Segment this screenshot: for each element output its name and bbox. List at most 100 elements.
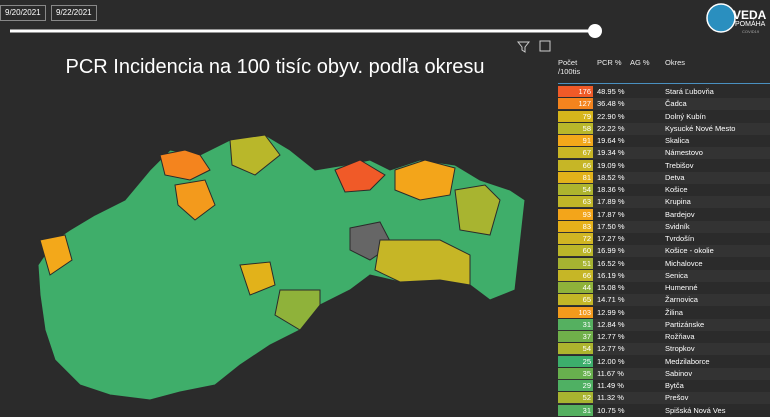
count-cell: 54 xyxy=(558,184,593,195)
table-row[interactable]: 66 16.19 % Senica xyxy=(558,269,770,282)
table-row[interactable]: 37 12.77 % Rožňava xyxy=(558,331,770,343)
table-row[interactable]: 35 11.67 % Sabinov xyxy=(558,367,770,380)
pcr-cell: 17.87 % xyxy=(597,209,625,219)
district-cell: Humenné xyxy=(665,283,698,292)
table-row[interactable]: 54 18.36 % Košice xyxy=(558,184,770,196)
column-header[interactable]: AG % xyxy=(630,58,650,67)
district-bardejov[interactable] xyxy=(394,159,456,201)
table-row[interactable]: 44 15.08 % Humenné xyxy=(558,282,770,294)
district-cell: Čadca xyxy=(665,99,687,109)
pcr-cell: 12.00 % xyxy=(597,356,625,366)
count-cell: 79 xyxy=(558,110,593,122)
table-row[interactable]: 58 22.22 % Kysucké Nové Mesto xyxy=(558,122,770,135)
district-cell: Svidník xyxy=(665,221,690,231)
table-row[interactable]: 60 16.99 % Košice - okolie xyxy=(558,245,770,258)
count-cell: 54 xyxy=(558,343,593,355)
table-row[interactable]: 25 12.00 % Medzilaborce xyxy=(558,355,770,368)
district-cell: Košice - okolie xyxy=(665,246,714,256)
district-zilina[interactable] xyxy=(174,179,216,221)
district-cell: Skalica xyxy=(665,136,690,145)
count-cell: 37 xyxy=(558,331,593,342)
filter-icon[interactable] xyxy=(516,41,531,53)
table-row[interactable]: 176 48.95 % Stará Ľubovňa xyxy=(558,86,770,98)
table-row[interactable]: 103 12.99 % Žilina xyxy=(558,306,770,319)
count-cell: 72 xyxy=(558,233,593,244)
pcr-cell: 16.52 % xyxy=(597,258,625,268)
pcr-cell: 18.52 % xyxy=(597,172,625,182)
district-cell: Partizánske xyxy=(665,319,705,329)
pcr-cell: 36.48 % xyxy=(597,99,625,109)
count-cell: 31 xyxy=(558,404,593,416)
district-stara-lubovna[interactable] xyxy=(334,159,386,193)
pcr-cell: 15.08 % xyxy=(597,283,625,292)
table-row[interactable]: 63 17.89 % Krupina xyxy=(558,196,770,209)
district-south[interactable] xyxy=(274,289,321,331)
count-cell: 66 xyxy=(558,159,593,171)
district-detva[interactable] xyxy=(239,261,276,296)
count-cell: 127 xyxy=(558,98,593,110)
slider-knob[interactable] xyxy=(588,24,602,38)
table-row[interactable]: 29 11.49 % Bytča xyxy=(558,380,770,392)
district-skalica[interactable] xyxy=(39,234,73,276)
count-cell: 91 xyxy=(558,135,593,146)
count-cell: 31 xyxy=(558,318,593,330)
table-row[interactable]: 81 18.52 % Detva xyxy=(558,171,770,184)
district-trebisov[interactable] xyxy=(374,239,471,286)
pcr-cell: 19.34 % xyxy=(597,148,625,158)
table-row[interactable]: 67 19.34 % Námestovo xyxy=(558,147,770,160)
count-cell: 35 xyxy=(558,367,593,379)
count-cell: 176 xyxy=(558,86,593,97)
pcr-cell: 11.32 % xyxy=(597,393,624,403)
table-row[interactable]: 65 14.71 % Žarnovica xyxy=(558,294,770,307)
logo-tagline: POMÁHA xyxy=(735,21,766,28)
district-cell: Dolný Kubín xyxy=(665,111,706,121)
district-cell: Stropkov xyxy=(665,344,695,354)
district-orava[interactable] xyxy=(229,134,281,176)
pcr-cell: 11.67 % xyxy=(597,368,624,378)
pcr-cell: 12.99 % xyxy=(597,307,625,317)
table-row[interactable]: 127 36.48 % Čadca xyxy=(558,98,770,111)
logo-icon xyxy=(706,3,736,33)
pcr-cell: 11.49 % xyxy=(597,381,624,390)
date-to[interactable]: 9/22/2021 xyxy=(51,5,97,21)
district-cell: Námestovo xyxy=(665,148,703,158)
pcr-cell: 18.36 % xyxy=(597,185,625,194)
district-cell: Košice xyxy=(665,185,688,194)
district-cell: Senica xyxy=(665,270,688,280)
district-cell: Sabinov xyxy=(665,368,693,378)
district-cell: Michalovce xyxy=(665,258,703,268)
pcr-cell: 14.71 % xyxy=(597,295,625,305)
table-row[interactable]: 31 12.84 % Partizánske xyxy=(558,318,770,331)
district-east[interactable] xyxy=(454,184,501,236)
table-row[interactable]: 52 11.32 % Prešov xyxy=(558,392,770,405)
district-cell: Žilina xyxy=(665,307,683,317)
column-header[interactable]: Okres xyxy=(665,58,686,67)
district-cadca[interactable] xyxy=(159,149,211,181)
logo-name: VEDA xyxy=(733,8,767,22)
pcr-cell: 17.27 % xyxy=(597,234,625,243)
pcr-cell: 12.84 % xyxy=(597,319,625,329)
column-header[interactable]: Počet /100tis xyxy=(558,58,581,76)
table-row[interactable]: 54 12.77 % Stropkov xyxy=(558,343,770,356)
table-row[interactable]: 31 10.75 % Spišská Nová Ves xyxy=(558,404,770,417)
table-row[interactable]: 83 17.50 % Svidník xyxy=(558,220,770,233)
count-cell: 81 xyxy=(558,171,593,183)
date-from[interactable]: 9/20/2021 xyxy=(0,5,46,21)
focus-icon[interactable] xyxy=(539,40,551,52)
table-row[interactable]: 91 19.64 % Skalica xyxy=(558,135,770,147)
table-row[interactable]: 79 22.90 % Dolný Kubín xyxy=(558,110,770,123)
table-row[interactable]: 51 16.52 % Michalovce xyxy=(558,257,770,270)
column-header[interactable]: PCR % xyxy=(597,58,622,67)
table-row[interactable]: 66 19.09 % Trebišov xyxy=(558,159,770,172)
table-row[interactable]: 93 17.87 % Bardejov xyxy=(558,208,770,221)
count-cell: 29 xyxy=(558,380,593,391)
map-country xyxy=(37,134,526,401)
district-cell: Žarnovica xyxy=(665,295,698,305)
table-row[interactable]: 72 17.27 % Tvrdošín xyxy=(558,233,770,245)
district-cell: Bardejov xyxy=(665,209,695,219)
count-cell: 52 xyxy=(558,392,593,404)
pcr-cell: 19.64 % xyxy=(597,136,625,145)
count-cell: 65 xyxy=(558,294,593,306)
pcr-cell: 12.77 % xyxy=(597,344,625,354)
